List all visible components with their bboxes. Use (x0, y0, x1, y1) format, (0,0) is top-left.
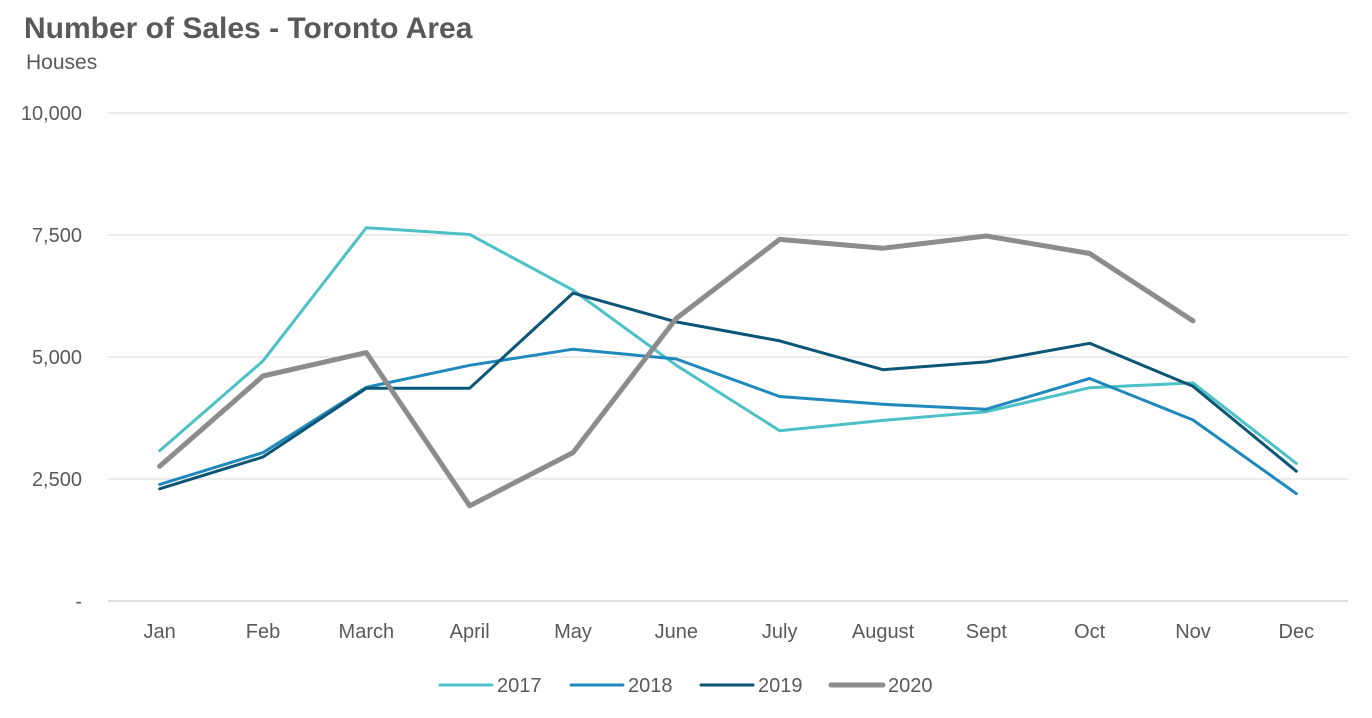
x-tick-label: April (450, 621, 490, 643)
series-2017 (158, 226, 1298, 465)
x-tick-label: Oct (1074, 621, 1106, 643)
y-tick-label: - (75, 591, 82, 613)
x-tick-label: August (852, 621, 915, 643)
chart-subtitle: Houses (26, 51, 98, 74)
legend-label: 2017 (497, 675, 542, 697)
x-tick-label: March (339, 621, 395, 643)
y-tick-label: 7,500 (32, 225, 82, 247)
x-tick-label: May (554, 621, 592, 643)
series-2020 (157, 233, 1196, 509)
series-line-2018 (158, 347, 1298, 496)
series-lines (157, 226, 1298, 509)
y-tick-label: 2,500 (32, 469, 82, 491)
x-tick-label: June (655, 621, 698, 643)
series-line-2019 (158, 291, 1298, 491)
legend-label: 2019 (758, 675, 803, 697)
gridlines (108, 112, 1348, 602)
series-2019 (158, 291, 1298, 491)
x-tick-label: Jan (144, 621, 176, 643)
x-tick-label: July (762, 621, 798, 643)
y-axis-ticks: - 2,500 5,000 7,500 10,000 (21, 103, 82, 613)
legend: 2017 2018 2019 2020 (438, 675, 933, 697)
x-tick-label: Dec (1279, 621, 1315, 643)
series-line-2017 (158, 226, 1298, 465)
series-2018 (158, 347, 1298, 496)
x-tick-label: Sept (966, 621, 1008, 643)
x-axis-ticks: Jan Feb March April May June July August Sept Oct… (144, 621, 1315, 643)
series-line-2020 (157, 233, 1196, 509)
legend-label: 2018 (628, 675, 673, 697)
legend-label: 2020 (888, 675, 933, 697)
y-tick-label: 10,000 (21, 103, 82, 125)
x-tick-label: Feb (246, 621, 280, 643)
x-tick-label: Nov (1175, 621, 1211, 643)
y-tick-label: 5,000 (32, 347, 82, 369)
chart-title: Number of Sales - Toronto Area (24, 12, 473, 45)
